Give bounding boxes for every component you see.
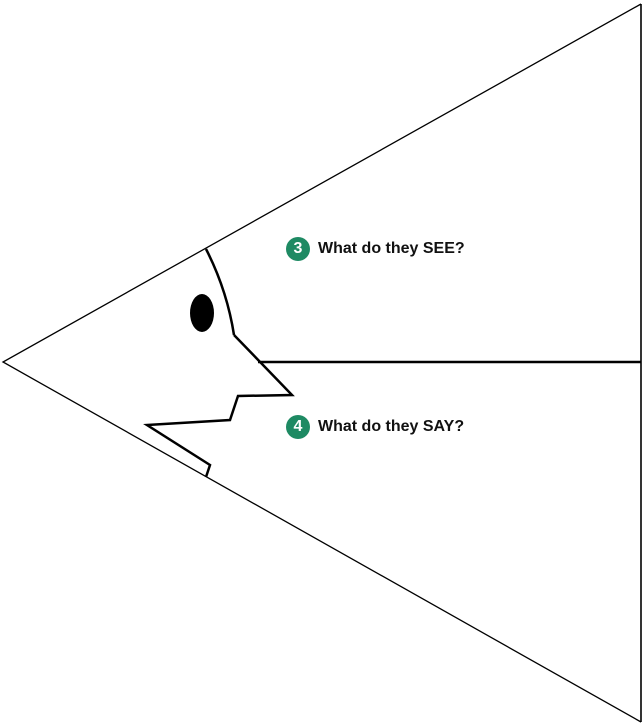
face-profile — [143, 334, 295, 478]
outer-wedge-outline — [1, 3, 642, 723]
prompt-see-label: What do they SEE? — [318, 240, 465, 257]
step-3-badge: 3 — [286, 237, 310, 261]
head-profile-icon — [143, 248, 295, 478]
prompt-say: 4 What do they SAY? — [286, 415, 464, 439]
prompt-say-label: What do they SAY? — [318, 418, 465, 435]
eye-icon — [190, 294, 214, 332]
prompt-see: 3 What do they SEE? — [286, 237, 465, 261]
head-back-curve — [204, 248, 236, 336]
step-4-badge: 4 — [286, 415, 310, 439]
